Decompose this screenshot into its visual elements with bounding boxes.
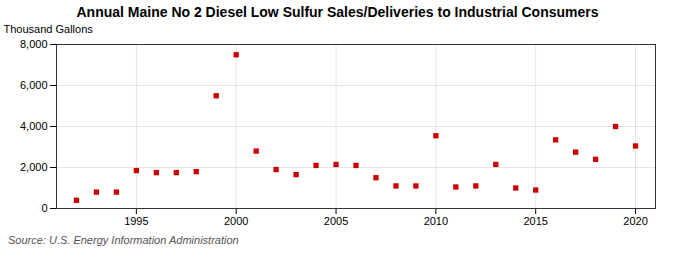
svg-text:2020: 2020: [623, 215, 647, 227]
svg-text:2,000: 2,000: [20, 161, 48, 173]
html-text:Source: U.S. Energy Informatio: Source: U.S. Energy Information Administ…: [8, 234, 239, 246]
svg-text:2000: 2000: [224, 215, 248, 227]
html-text:Annual Maine No 2 Diesel Low S: Annual Maine No 2 Diesel Low Sulfur Sale…: [76, 4, 599, 20]
svg-text:4,000: 4,000: [20, 120, 48, 132]
svg-text:2005: 2005: [324, 215, 348, 227]
svg-text:6,000: 6,000: [20, 79, 48, 91]
svg-text:8,000: 8,000: [20, 38, 48, 50]
svg-text:1995: 1995: [124, 215, 148, 227]
svg-text:Thousand Gallons: Thousand Gallons: [4, 23, 94, 35]
svg-text:0: 0: [41, 202, 47, 214]
svg-text:2015: 2015: [523, 215, 547, 227]
svg-text:2010: 2010: [424, 215, 448, 227]
